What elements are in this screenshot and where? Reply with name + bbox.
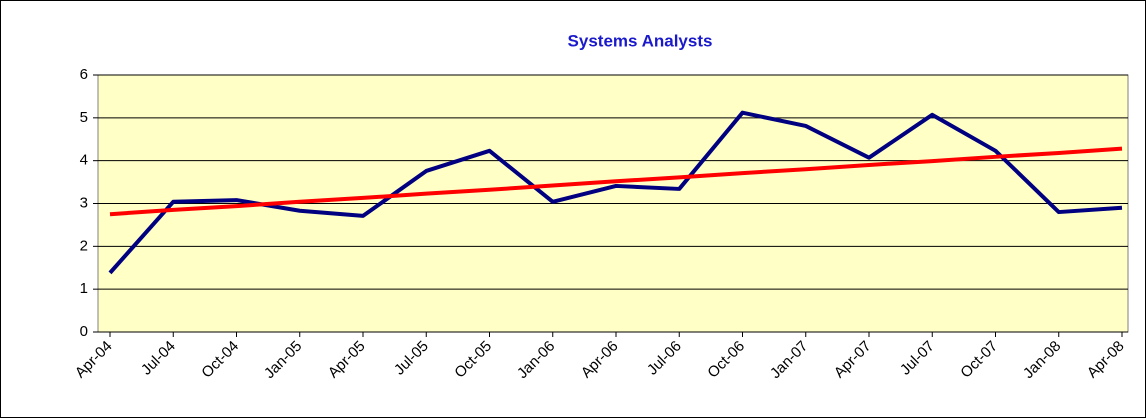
line-series (108, 110, 1123, 275)
y-tick-label: 0 (80, 323, 88, 340)
y-tick-label: 1 (80, 280, 88, 297)
y-tick-label: 4 (80, 152, 88, 169)
y-tick-label: 6 (80, 66, 88, 83)
chart-title: Systems Analysts (568, 31, 713, 50)
y-tick-label: 5 (80, 109, 88, 126)
y-tick-label: 3 (80, 194, 88, 211)
line-series (109, 146, 1123, 217)
y-tick-label: 2 (80, 237, 88, 254)
